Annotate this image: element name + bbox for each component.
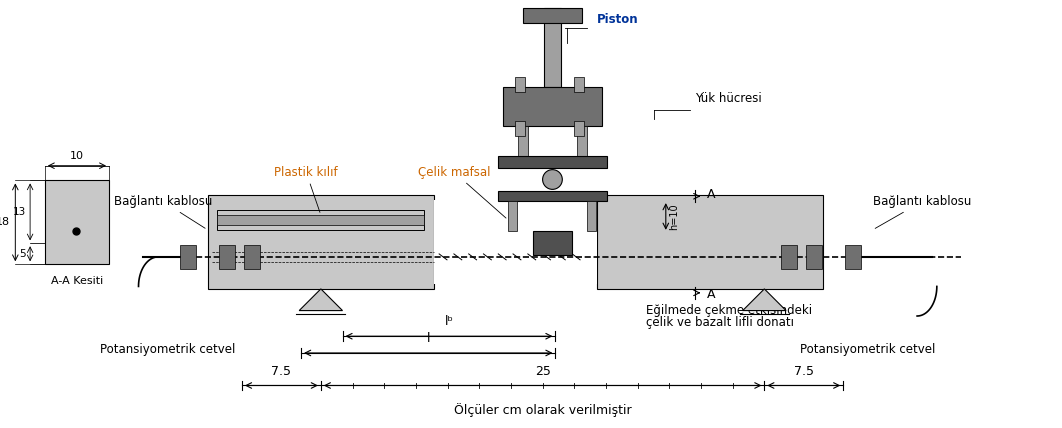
Bar xyxy=(597,195,823,289)
Text: h=10: h=10 xyxy=(669,203,679,230)
Bar xyxy=(434,200,597,284)
Bar xyxy=(533,231,572,256)
Text: 25: 25 xyxy=(534,365,550,377)
Text: 7.5: 7.5 xyxy=(793,365,813,377)
Bar xyxy=(575,77,584,92)
Bar xyxy=(207,195,434,289)
Polygon shape xyxy=(742,289,786,311)
Text: Yük hücresi: Yük hücresi xyxy=(696,92,763,104)
Text: Potansiyometrik cetvel: Potansiyometrik cetvel xyxy=(800,343,936,356)
Text: Eğilmede çekme etkisindeki: Eğilmede çekme etkisindeki xyxy=(646,303,812,317)
Text: 5: 5 xyxy=(19,249,27,259)
Bar xyxy=(544,8,562,87)
Text: Bağlantı kablosu: Bağlantı kablosu xyxy=(873,195,972,229)
Bar xyxy=(498,191,606,201)
Text: lᵇ: lᵇ xyxy=(445,315,453,328)
Bar xyxy=(508,201,517,231)
Text: Ölçüler cm olarak verilmiştir: Ölçüler cm olarak verilmiştir xyxy=(453,403,632,417)
Bar xyxy=(518,126,528,156)
Text: A-A Kesiti: A-A Kesiti xyxy=(51,276,103,286)
Text: 18: 18 xyxy=(0,217,11,227)
Text: A: A xyxy=(707,288,716,301)
Bar xyxy=(218,210,425,230)
Text: 13: 13 xyxy=(13,207,27,217)
Text: Piston: Piston xyxy=(597,13,638,26)
Bar xyxy=(503,87,602,126)
Bar xyxy=(587,201,596,231)
Bar xyxy=(220,245,235,269)
Bar xyxy=(782,245,796,269)
Bar xyxy=(806,245,822,269)
Text: 7.5: 7.5 xyxy=(272,365,291,377)
Polygon shape xyxy=(299,289,343,311)
Bar xyxy=(244,245,260,269)
Ellipse shape xyxy=(543,169,562,189)
Bar xyxy=(577,126,587,156)
Bar xyxy=(515,77,525,92)
Bar xyxy=(218,215,425,225)
Text: Çelik mafsal: Çelik mafsal xyxy=(417,166,506,218)
Text: l: l xyxy=(427,332,430,345)
Bar xyxy=(498,156,606,168)
Bar xyxy=(845,245,861,269)
Text: A: A xyxy=(707,188,716,201)
Text: Bağlantı kablosu: Bağlantı kablosu xyxy=(114,195,212,228)
Bar xyxy=(523,8,582,23)
Bar xyxy=(45,181,109,264)
Text: Plastik kılıf: Plastik kılıf xyxy=(274,166,338,212)
Bar xyxy=(179,245,195,269)
Bar xyxy=(575,122,584,136)
Text: 10: 10 xyxy=(70,151,84,161)
Text: çelik ve bazalt lifli donatı: çelik ve bazalt lifli donatı xyxy=(646,316,794,330)
Bar xyxy=(515,122,525,136)
Text: Potansiyometrik cetvel: Potansiyometrik cetvel xyxy=(101,343,236,356)
